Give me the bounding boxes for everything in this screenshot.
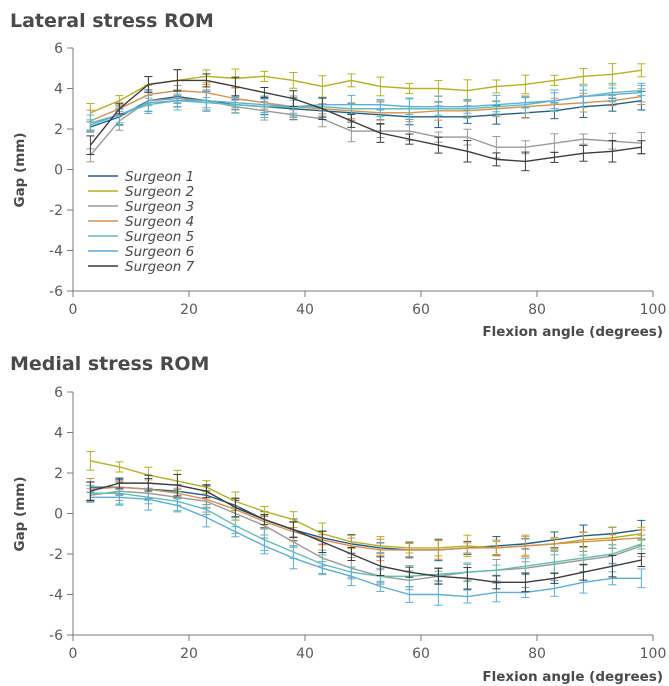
legend-label: Surgeon 6 [125, 244, 194, 260]
series-line [90, 95, 642, 128]
y-tick-label: -6 [49, 628, 63, 644]
x-tick-label: 40 [296, 646, 314, 662]
x-tick-label: 60 [412, 646, 430, 662]
series-line [89, 79, 642, 163]
y-tick-label: -2 [49, 203, 63, 219]
series-line [89, 97, 642, 156]
series-line [90, 492, 642, 577]
x-tick-label: 100 [640, 646, 667, 662]
lateral-stress-panel: Lateral stress ROM Flexion angle (degree… [10, 10, 666, 340]
series-surgeon-6 [86, 488, 646, 606]
x-tick-label: 100 [640, 302, 667, 318]
y-tick-label: 4 [54, 82, 63, 98]
y-tick-label: -4 [49, 588, 63, 604]
x-tick-label: 20 [180, 646, 198, 662]
series-surgeon-1 [86, 89, 646, 133]
x-tick-label: 0 [69, 302, 78, 318]
y-tick-label: -4 [49, 244, 63, 260]
y-axis-title: Gap (mm) [12, 132, 28, 207]
series-line [90, 486, 642, 551]
series-line [90, 486, 642, 551]
legend-label: Surgeon 4 [125, 214, 194, 230]
medial-stress-panel: Medial stress ROM Flexion angle (degrees… [10, 353, 666, 685]
series-line [90, 482, 642, 584]
y-tick-label: 2 [54, 122, 63, 138]
x-tick-label: 20 [180, 302, 198, 318]
legend-label: Surgeon 3 [125, 199, 194, 215]
series-surgeon-5 [86, 482, 646, 588]
y-tick-label: 6 [54, 385, 63, 401]
x-axis-title: Flexion angle (degrees) [482, 324, 663, 340]
y-tick-label: 0 [54, 507, 63, 523]
legend-label: Surgeon 7 [125, 259, 195, 275]
x-tick-label: 80 [528, 302, 546, 318]
panel-title: Lateral stress ROM [10, 10, 214, 32]
x-tick-label: 80 [528, 646, 546, 662]
y-axis-title: Gap (mm) [12, 476, 28, 551]
y-tick-label: 4 [54, 426, 63, 442]
series-line [90, 89, 642, 124]
series-surgeon-5 [86, 82, 646, 132]
series-surgeon-3 [86, 481, 646, 591]
y-tick-label: 2 [54, 466, 63, 482]
series-surgeon-7 [86, 69, 646, 172]
x-tick-label: 40 [296, 302, 314, 318]
panel-title: Medial stress ROM [10, 353, 209, 375]
series-line [90, 91, 642, 126]
series-surgeon-7 [86, 473, 646, 593]
series-surgeon-6 [86, 82, 646, 131]
legend-label: Surgeon 1 [125, 169, 194, 185]
series-line [90, 496, 642, 598]
legend-label: Surgeon 5 [125, 229, 194, 245]
y-tick-label: -2 [49, 547, 63, 563]
legend-label: Surgeon 2 [125, 184, 194, 200]
series-line [90, 490, 642, 582]
y-tick-label: -6 [49, 284, 63, 300]
x-axis-title: Flexion angle (degrees) [482, 669, 663, 685]
series-line [90, 89, 642, 122]
x-tick-label: 0 [69, 646, 78, 662]
y-tick-label: 6 [54, 41, 63, 57]
x-tick-label: 60 [412, 302, 430, 318]
y-tick-label: 0 [54, 163, 63, 179]
